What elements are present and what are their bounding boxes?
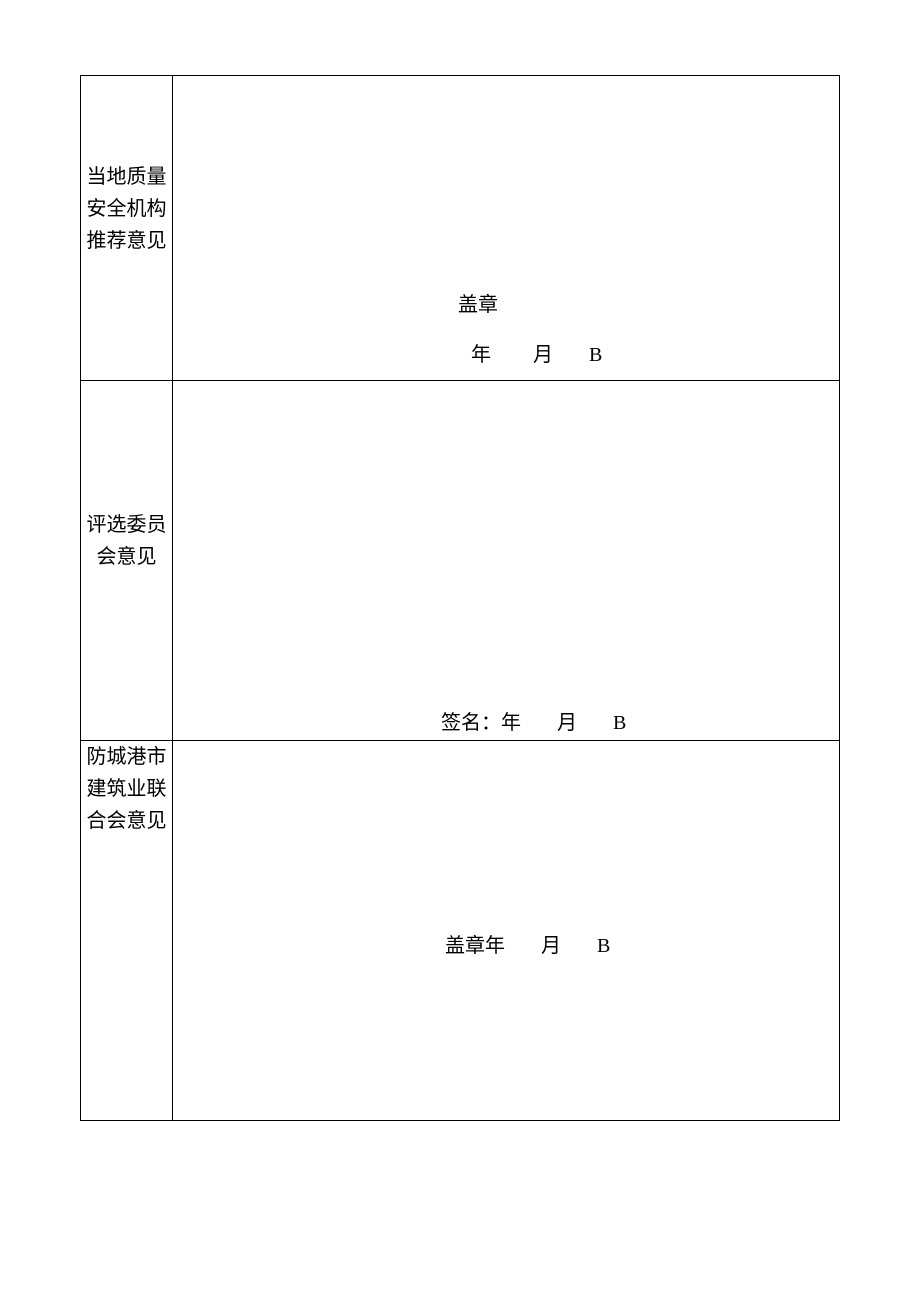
row3-label: 防城港市建筑业联合会意见 xyxy=(81,741,172,837)
sign-prefix: 签名： xyxy=(441,712,501,734)
row1-label: 当地质量安全机构推荐意见 xyxy=(81,76,172,257)
day-label: B xyxy=(613,712,626,734)
day-label: B xyxy=(589,344,602,366)
year-label: 年 xyxy=(471,344,491,366)
row1-date-line: 年月B xyxy=(471,338,602,367)
month-label: 月 xyxy=(541,935,561,957)
month-label: 月 xyxy=(533,344,553,366)
table-row: 当地质量安全机构推荐意见 盖章 年 月 B xyxy=(81,76,840,381)
row2-sign-line: 签名：年 月 B xyxy=(441,706,626,735)
row3-content-cell: 盖章年 月 B xyxy=(173,741,840,1121)
row2-content-cell: 签名：年 月 B xyxy=(173,381,840,741)
year-label: 年 xyxy=(485,935,505,957)
row3-stamp-line: 盖章年 月 B xyxy=(445,929,610,958)
month-label: 月 xyxy=(557,712,577,734)
row1-stamp-text: 盖章 xyxy=(458,288,498,317)
table-row: 评选委员会意见 签名：年 月 B xyxy=(81,381,840,741)
stamp-text: 盖章 xyxy=(445,935,485,957)
table-row: 防城港市建筑业联合会意见 盖章年 月 B xyxy=(81,741,840,1121)
row1-label-cell: 当地质量安全机构推荐意见 xyxy=(81,76,173,381)
row3-label-cell: 防城港市建筑业联合会意见 xyxy=(81,741,173,1121)
day-label: B xyxy=(597,935,610,957)
row2-label-cell: 评选委员会意见 xyxy=(81,381,173,741)
row1-content-cell: 盖章 年 月 B xyxy=(173,76,840,381)
approval-form-table: 当地质量安全机构推荐意见 盖章 年月B 评选委员会意见 签名：年月B 防城港市建… xyxy=(80,75,840,1121)
year-label: 年 xyxy=(501,712,521,734)
row2-label: 评选委员会意见 xyxy=(81,381,172,573)
